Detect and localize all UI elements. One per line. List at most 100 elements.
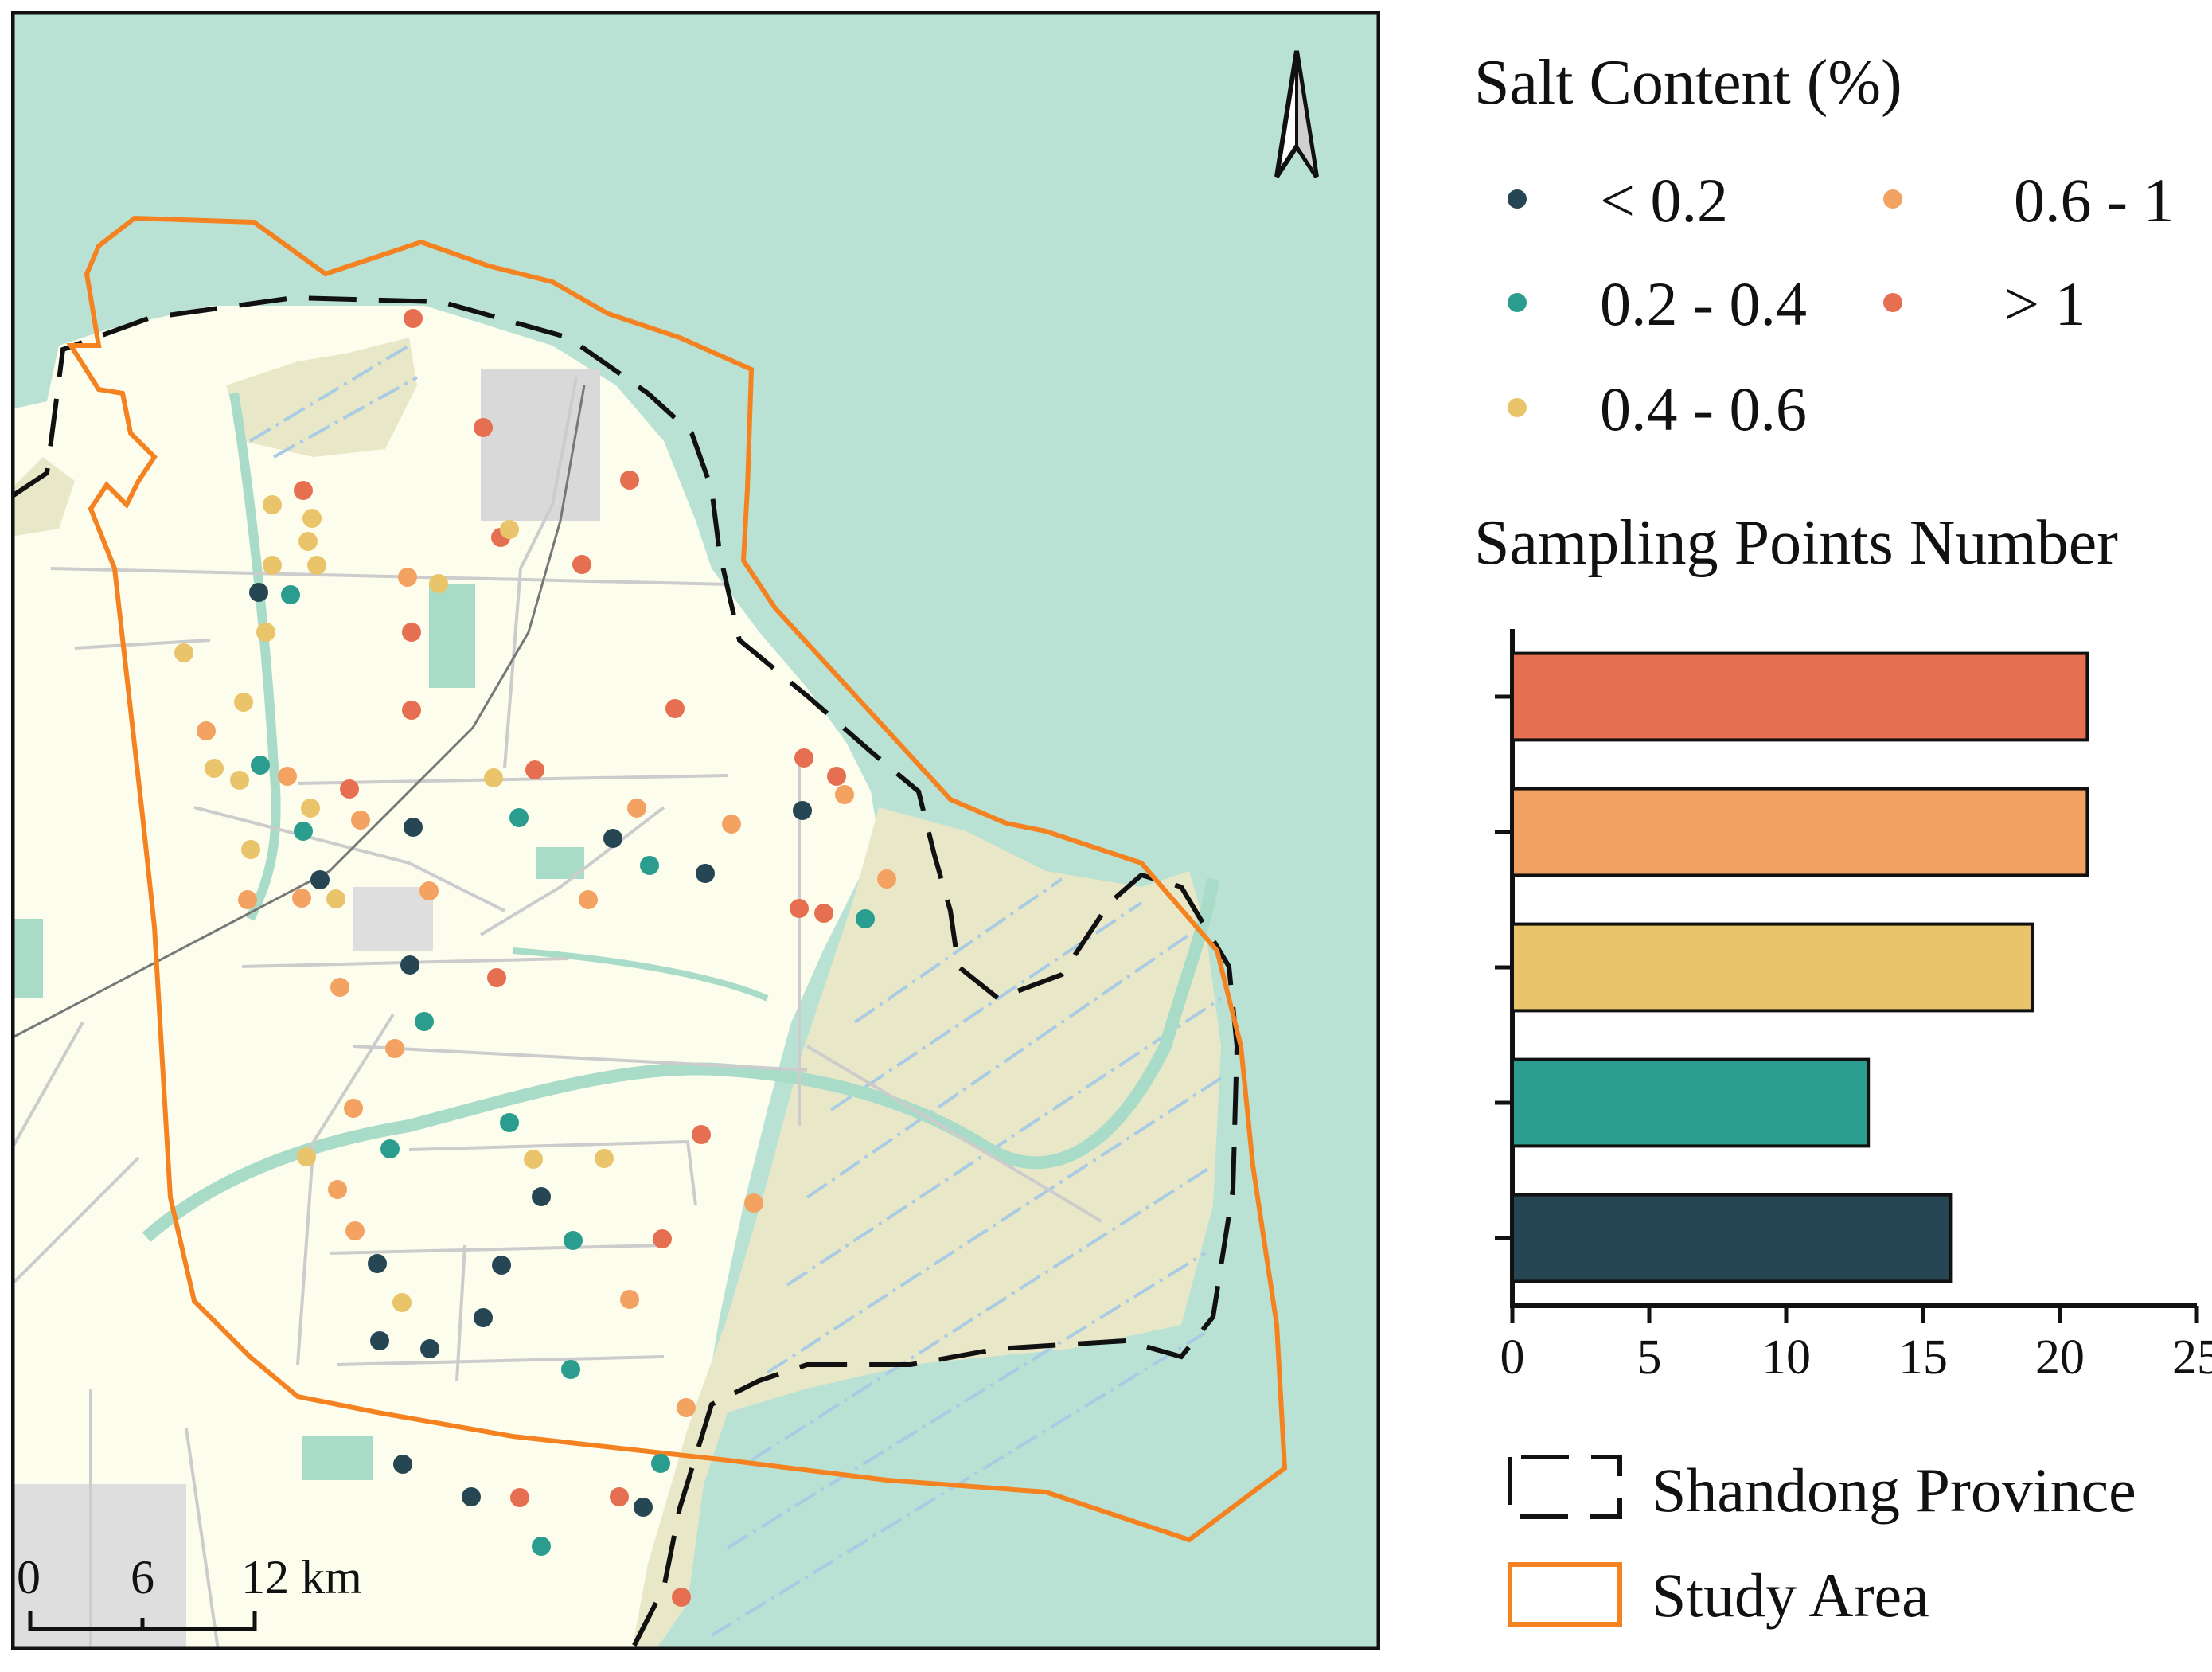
sampling-point-p02_04 [294,822,313,841]
legend-panel: Salt Content (%) < 0.2 0.2 - 0.4 0.4 - 0… [1401,0,2212,1668]
sampling-point-p04_06 [241,840,260,859]
sampling-point-p04_06 [392,1293,412,1312]
sampling-point-gt1 [294,481,313,500]
scale-tick-0: 0 [17,1551,41,1604]
study-area-label: Study Area [1652,1561,1929,1630]
river-west-arm [229,393,281,921]
sampling-point-p02_04 [251,756,270,775]
legend-item-shandong: Shandong Province [1508,1455,2136,1525]
scale-tick-12: 12 km [241,1551,362,1604]
scale-tick-6: 6 [131,1551,154,1604]
legend-dot-gt1 [1883,293,1902,312]
x-tick-label-20: 20 [2035,1330,2085,1385]
sampling-point-lt02 [310,870,330,889]
legend-label-lt02: < 0.2 [1600,166,1728,235]
legend-item-study-area: Study Area [1508,1561,1929,1630]
sampling-point-gt1 [794,748,813,768]
land-area [11,306,879,1650]
sampling-point-gt1 [653,1229,672,1248]
shandong-province-boundary [10,295,1240,1651]
legend-item-p04-06: 0.4 - 0.6 [1508,374,1807,443]
railway-line [10,385,586,1040]
sampling-point-p06_1 [197,721,216,740]
sampling-point-p02_04 [561,1360,580,1379]
road-network [10,377,1103,1651]
sampling-point-p04_06 [429,574,448,593]
sampling-point-p02_04 [856,909,875,928]
legend-item-lt02: < 0.2 [1508,166,1728,235]
legend-label-p02-04: 0.2 - 0.4 [1600,269,1807,338]
sampling-point-gt1 [487,968,506,987]
sampling-point-p04_06 [297,1147,316,1166]
x-tick-label-10: 10 [1761,1330,1811,1385]
sampling-point-p04_06 [326,889,345,908]
sampling-point-lt02 [420,1339,439,1358]
urban-area-north [481,369,600,521]
sampling-point-gt1 [620,471,639,490]
sampling-point-p06_1 [620,1290,639,1309]
north-arrow-icon [1274,50,1319,178]
sampling-point-p06_1 [877,869,896,889]
study-area-swatch [1508,1562,1622,1627]
river [142,877,1219,1242]
legend-dot-p02-04 [1508,293,1527,312]
bar-5 [1511,1193,1953,1283]
map-panel[interactable]: 0 6 12 km [10,10,1381,1651]
sampling-point-lt02 [696,864,715,883]
sampling-point-p04_06 [595,1149,614,1168]
sampling-point-p04_06 [205,759,224,778]
sampling-point-p02_04 [651,1454,670,1473]
sampling-point-p04_06 [174,643,193,662]
sampling-point-p04_06 [298,532,318,551]
sampling-point-gt1 [404,309,423,328]
sampling-point-p04_06 [524,1150,543,1169]
wetland-area-east [632,807,1221,1650]
sampling-point-lt02 [474,1308,493,1327]
sampling-point-p02_04 [509,808,529,827]
reserve-hatching [248,344,1223,1637]
sampling-point-p02_04 [415,1012,434,1031]
urban-area-center [353,887,433,951]
sampling-point-p02_04 [564,1231,583,1250]
urban-area-southwest [11,1484,186,1650]
sampling-point-lt02 [793,801,812,820]
sampling-point-lt02 [603,829,622,848]
sampling-point-p06_1 [677,1398,696,1417]
wetland-area-west [11,457,75,537]
pond-west [11,919,43,998]
legend-dot-p04-06 [1508,398,1527,417]
sampling-point-gt1 [672,1588,691,1607]
sampling-point-p04_06 [256,623,275,642]
sampling-point-p02_04 [640,856,659,875]
map-canvas[interactable]: 0 6 12 km [10,10,1381,1651]
shandong-swatch [1508,1455,1622,1519]
bar-4 [1511,1057,1871,1148]
sampling-point-lt02 [249,583,268,602]
sampling-point-p04_06 [484,768,503,787]
bar-3 [1511,922,2034,1013]
study-area-boundary [66,215,1288,1543]
sampling-point-gt1 [572,555,591,574]
bar-1 [1511,651,2089,742]
x-tick-label-25: 25 [2172,1330,2212,1385]
sampling-point-gt1 [665,699,685,718]
sampling-point-p02_04 [500,1113,519,1132]
sampling-point-p04_06 [230,771,249,790]
shandong-label: Shandong Province [1652,1455,2136,1525]
legend-item-p02-04: 0.2 - 0.4 [1508,269,1807,338]
sampling-point-gt1 [814,904,833,923]
legend-label-p04-06: 0.4 - 0.6 [1600,374,1807,443]
sampling-point-p06_1 [627,799,646,818]
sampling-point-lt02 [462,1487,481,1506]
sampling-point-gt1 [692,1125,711,1144]
sampling-point-p04_06 [263,556,282,575]
sampling-point-p02_04 [532,1537,551,1556]
sampling-point-lt02 [492,1256,511,1275]
sampling-point-lt02 [634,1498,653,1517]
legend-label-gt1: > 1 [2004,269,2086,338]
sampling-point-p04_06 [263,495,282,514]
sampling-point-lt02 [532,1187,551,1206]
sampling-point-p04_06 [500,520,519,539]
sampling-point-p02_04 [281,585,300,604]
scale-bar: 0 6 12 km [17,1551,362,1631]
